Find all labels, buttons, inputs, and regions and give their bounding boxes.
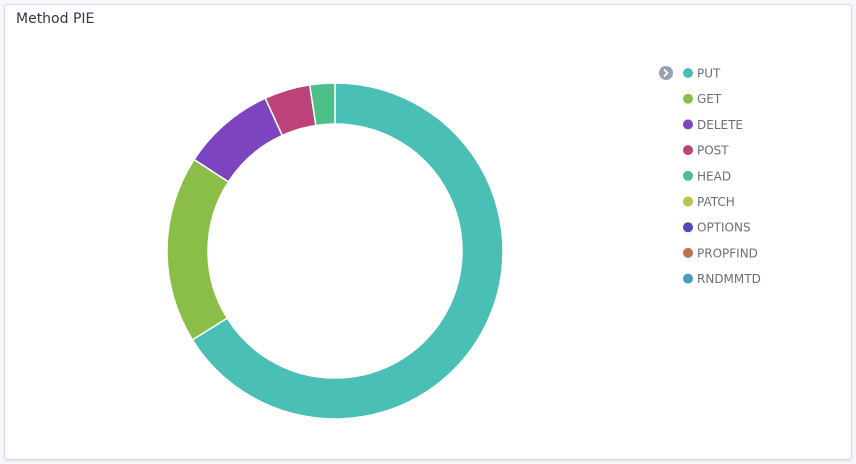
legend-label[interactable]: DELETE — [697, 118, 743, 132]
legend-swatch[interactable] — [683, 93, 693, 104]
legend-label[interactable]: RNDMMTD — [697, 272, 761, 286]
panel-title: Method PIE — [16, 11, 95, 27]
legend-label[interactable]: PATCH — [697, 195, 735, 209]
legend-label[interactable]: POST — [697, 144, 729, 158]
legend-label[interactable]: PROPFIND — [697, 246, 758, 260]
legend-toggle-icon[interactable] — [659, 66, 673, 80]
donut-slice[interactable] — [191, 82, 504, 420]
legend-swatch[interactable] — [683, 273, 693, 284]
legend-toggle-arrow[interactable] — [663, 68, 669, 78]
legend-swatch[interactable] — [683, 68, 693, 78]
legend-swatch[interactable] — [683, 247, 693, 258]
legend-label[interactable]: PUT — [697, 67, 721, 81]
legend-swatch[interactable] — [683, 145, 693, 156]
legend-label[interactable]: GET — [697, 92, 722, 106]
legend-swatch[interactable] — [683, 222, 693, 233]
donut-slice[interactable] — [166, 158, 230, 341]
legend-swatch[interactable] — [683, 170, 693, 181]
legend-label[interactable]: HEAD — [697, 169, 731, 183]
legend-toggle[interactable] — [659, 66, 673, 80]
legend-label[interactable]: OPTIONS — [697, 221, 751, 235]
legend-swatch[interactable] — [683, 119, 693, 130]
donut-slice[interactable] — [308, 82, 336, 127]
legend-swatch[interactable] — [683, 196, 693, 207]
